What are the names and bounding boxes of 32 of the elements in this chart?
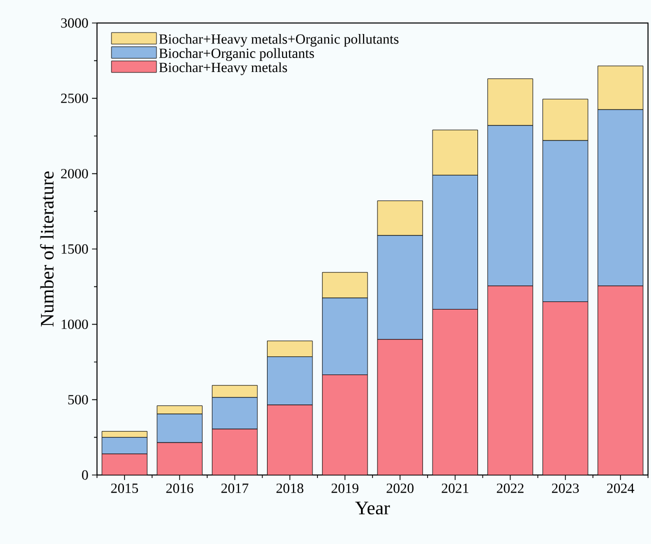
bar [157, 442, 202, 475]
x-axis-title: Year [355, 502, 390, 514]
x-tick-label: 2024 [607, 484, 634, 493]
bar [212, 429, 258, 475]
y-tick-label: 1000 [62, 320, 88, 330]
x-tick-label: 2015 [111, 484, 138, 493]
x-tick-label: 2019 [332, 484, 358, 493]
legend-label: Biochar+Heavy metals [159, 62, 288, 76]
bar [598, 286, 644, 475]
x-tick-label: 2023 [552, 484, 579, 493]
y-tick-label: 1500 [62, 244, 88, 254]
bar [488, 286, 533, 475]
x-tick-label: 2020 [386, 484, 414, 493]
legend-label: Biochar+Heavy metals+Organic pollutants [159, 34, 398, 47]
y-tick-label: 2500 [61, 94, 88, 104]
x-tick-label: 2017 [221, 484, 248, 493]
bar [377, 339, 423, 475]
y-tick-label: 500 [68, 394, 88, 404]
y-tick-label: 0 [82, 470, 88, 480]
bar [542, 302, 588, 475]
bar [432, 309, 478, 475]
bar [322, 374, 368, 475]
y-tick-label: 3000 [61, 18, 88, 28]
x-tick-label: 2016 [166, 484, 194, 493]
x-tick-label: 2018 [276, 484, 304, 493]
legend-label: Biochar+Organic pollutants [159, 48, 314, 61]
x-tick-label: 2022 [496, 484, 524, 493]
y-tick-label: 2000 [61, 168, 88, 178]
x-tick-label: 2021 [442, 484, 468, 493]
y-axis-title: Number of literature [40, 172, 54, 327]
bar [102, 454, 148, 475]
bar [267, 404, 312, 475]
